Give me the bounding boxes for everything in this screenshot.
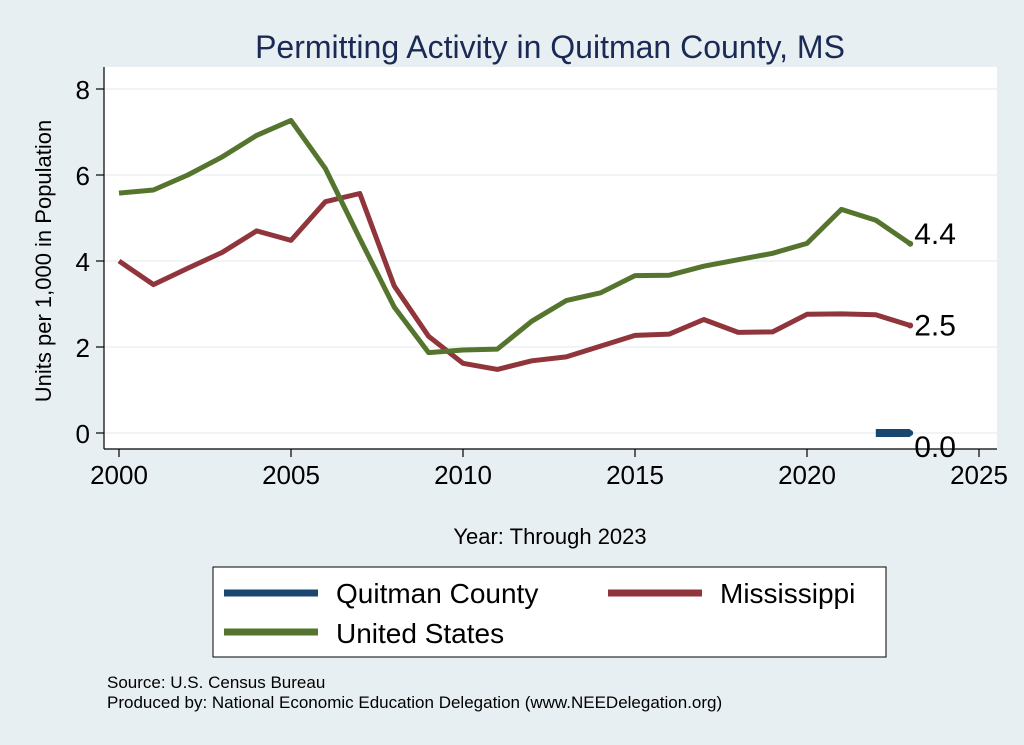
x-tick-label: 2015 — [606, 460, 664, 490]
chart-title: Permitting Activity in Quitman County, M… — [255, 29, 845, 65]
end-label-united-states: 4.4 — [914, 218, 956, 251]
x-tick-label: 2020 — [778, 460, 836, 490]
source-note: Source: U.S. Census Bureau — [107, 673, 325, 692]
y-tick-label: 0 — [76, 419, 90, 449]
series-end-point-united-states — [907, 240, 914, 247]
legend-label-mississippi: Mississippi — [720, 578, 855, 609]
series-layer — [117, 117, 912, 437]
y-tick-label: 4 — [76, 247, 90, 277]
legend-box — [212, 566, 887, 658]
y-axis-label: Units per 1,000 in Population — [31, 120, 56, 403]
series-end-point-quitman-county — [907, 430, 914, 436]
series-line-mississippi — [117, 191, 911, 372]
x-axis-label: Year: Through 2023 — [453, 524, 646, 549]
axis-layer: 0 2 4 6 8 2000 2005 2010 2015 2020 2025 — [76, 67, 1008, 490]
plot-area — [104, 67, 997, 449]
end-label-layer: 0.0 2.5 4.4 — [907, 218, 956, 464]
grid-layer — [104, 88, 997, 434]
y-tick-label: 6 — [76, 161, 90, 191]
legend-label-quitman-county: Quitman County — [336, 578, 538, 609]
x-tick-label: 2000 — [90, 460, 148, 490]
legend-label-united-states: United States — [336, 618, 504, 649]
legend: Quitman County Mississippi United States — [212, 566, 887, 658]
end-label-mississippi: 2.5 — [914, 310, 956, 343]
end-label-quitman-county: 0.0 — [914, 431, 956, 464]
x-tick-label: 2005 — [262, 460, 320, 490]
x-tick-label: 2010 — [434, 460, 492, 490]
produced-by-note: Produced by: National Economic Education… — [107, 693, 722, 712]
series-line-united-states — [118, 117, 912, 356]
y-tick-label: 2 — [76, 333, 90, 363]
y-tick-label: 8 — [76, 75, 90, 105]
x-tick-label: 2025 — [950, 460, 1008, 490]
series-end-point-mississippi — [907, 322, 914, 329]
